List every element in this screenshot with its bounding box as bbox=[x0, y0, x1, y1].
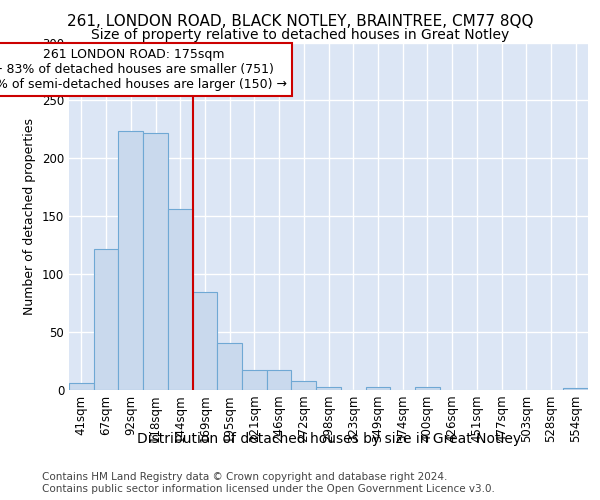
Y-axis label: Number of detached properties: Number of detached properties bbox=[23, 118, 37, 315]
Bar bbox=[94, 248, 118, 390]
Bar bbox=[292, 380, 316, 390]
Bar bbox=[563, 388, 588, 390]
Text: Size of property relative to detached houses in Great Notley: Size of property relative to detached ho… bbox=[91, 28, 509, 42]
Bar bbox=[217, 342, 242, 390]
Bar bbox=[365, 386, 390, 390]
Bar bbox=[143, 133, 168, 390]
Text: Distribution of detached houses by size in Great Notley: Distribution of detached houses by size … bbox=[137, 432, 521, 446]
Text: 261 LONDON ROAD: 175sqm
← 83% of detached houses are smaller (751)
17% of semi-d: 261 LONDON ROAD: 175sqm ← 83% of detache… bbox=[0, 48, 287, 92]
Bar bbox=[415, 386, 440, 390]
Bar bbox=[118, 130, 143, 390]
Text: Contains HM Land Registry data © Crown copyright and database right 2024.
Contai: Contains HM Land Registry data © Crown c… bbox=[42, 472, 495, 494]
Bar bbox=[193, 292, 217, 390]
Bar bbox=[69, 383, 94, 390]
Bar bbox=[168, 210, 193, 390]
Bar bbox=[316, 386, 341, 390]
Text: 261, LONDON ROAD, BLACK NOTLEY, BRAINTREE, CM77 8QQ: 261, LONDON ROAD, BLACK NOTLEY, BRAINTRE… bbox=[67, 14, 533, 29]
Bar bbox=[242, 370, 267, 390]
Bar bbox=[267, 370, 292, 390]
